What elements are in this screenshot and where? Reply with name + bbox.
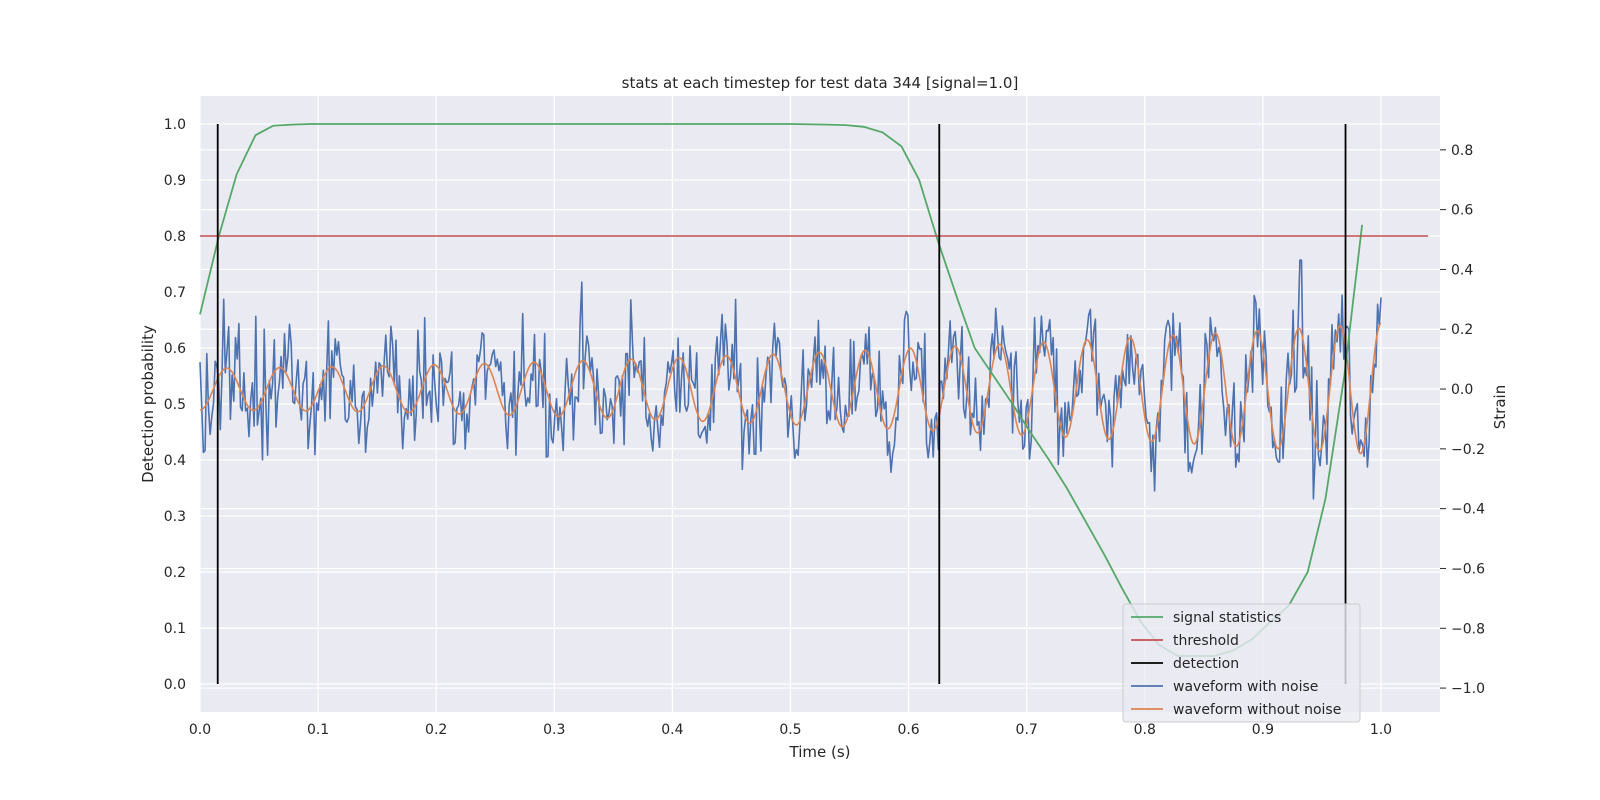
series-waveform-without-noise (199, 322, 1382, 455)
x-tick-label: 0.8 (1134, 722, 1156, 738)
y-right-tick-label: −0.8 (1451, 621, 1485, 637)
y-left-tick-label: 0.2 (164, 565, 186, 581)
y-right-tick-label: 0.6 (1451, 203, 1473, 219)
x-axis-label: Time (s) (789, 743, 851, 761)
x-axis-ticks: 0.0 0.1 0.2 0.3 0.4 0.5 0.6 0.7 0.8 0.9 1.0 (189, 722, 1392, 738)
x-tick-label: 0.4 (661, 722, 683, 738)
legend-label-waveform-without-noise: waveform without noise (1173, 702, 1341, 718)
y-left-tick-label: 0.3 (164, 509, 186, 525)
legend-label-waveform-with-noise: waveform with noise (1173, 679, 1318, 695)
legend-label-signal-statistics: signal statistics (1173, 610, 1281, 626)
legend-label-detection: detection (1173, 656, 1239, 672)
x-tick-label: 0.7 (1016, 722, 1038, 738)
y-right-tick-label: −0.4 (1451, 502, 1485, 518)
x-tick-label: 0.3 (543, 722, 565, 738)
y-left-tick-label: 0.5 (164, 397, 186, 413)
y-right-tick-label: 0.0 (1451, 382, 1473, 398)
y-left-tick-label: 0.0 (164, 677, 186, 693)
y-left-tick-label: 0.1 (164, 621, 186, 637)
y-right-tick-label: −1.0 (1451, 681, 1485, 697)
x-tick-label: 0.9 (1252, 722, 1274, 738)
legend: signal statistics threshold detection wa… (1122, 603, 1361, 723)
series-waveform-with-noise (199, 259, 1382, 500)
legend-label-threshold: threshold (1173, 633, 1239, 649)
y-left-tick-label: 0.4 (164, 453, 186, 469)
y-left-tick-label: 0.9 (164, 173, 186, 189)
x-tick-label: 0.0 (189, 722, 211, 738)
y-right-tick-label: 0.8 (1451, 143, 1473, 159)
y-right-axis-ticks: −1.0 −0.8 −0.6 −0.4 −0.2 0.0 0.2 0.4 0.6 0.8 (1440, 143, 1485, 697)
chart-title: stats at each timestep for test data 344… (622, 74, 1019, 92)
y-right-tick-label: 0.4 (1451, 262, 1473, 278)
x-tick-label: 0.2 (425, 722, 447, 738)
y-left-tick-label: 0.6 (164, 341, 186, 357)
y-left-axis-label: Detection probability (139, 325, 157, 483)
y-right-tick-label: 0.2 (1451, 322, 1473, 338)
legend-box (1122, 603, 1361, 723)
y-right-axis-label: Strain (1491, 385, 1509, 429)
y-left-tick-label: 1.0 (164, 117, 186, 133)
y-right-tick-label: −0.6 (1451, 561, 1485, 577)
y-right-tick-label: −0.2 (1451, 442, 1485, 458)
x-tick-label: 0.6 (897, 722, 919, 738)
y-left-axis-ticks: 0.0 0.1 0.2 0.3 0.4 0.5 0.6 0.7 0.8 0.9 1.0 (164, 117, 186, 693)
y-left-tick-label: 0.8 (164, 229, 186, 245)
x-tick-label: 0.5 (779, 722, 801, 738)
x-tick-label: 1.0 (1370, 722, 1392, 738)
x-tick-label: 0.1 (307, 722, 329, 738)
y-left-tick-label: 0.7 (164, 285, 186, 301)
